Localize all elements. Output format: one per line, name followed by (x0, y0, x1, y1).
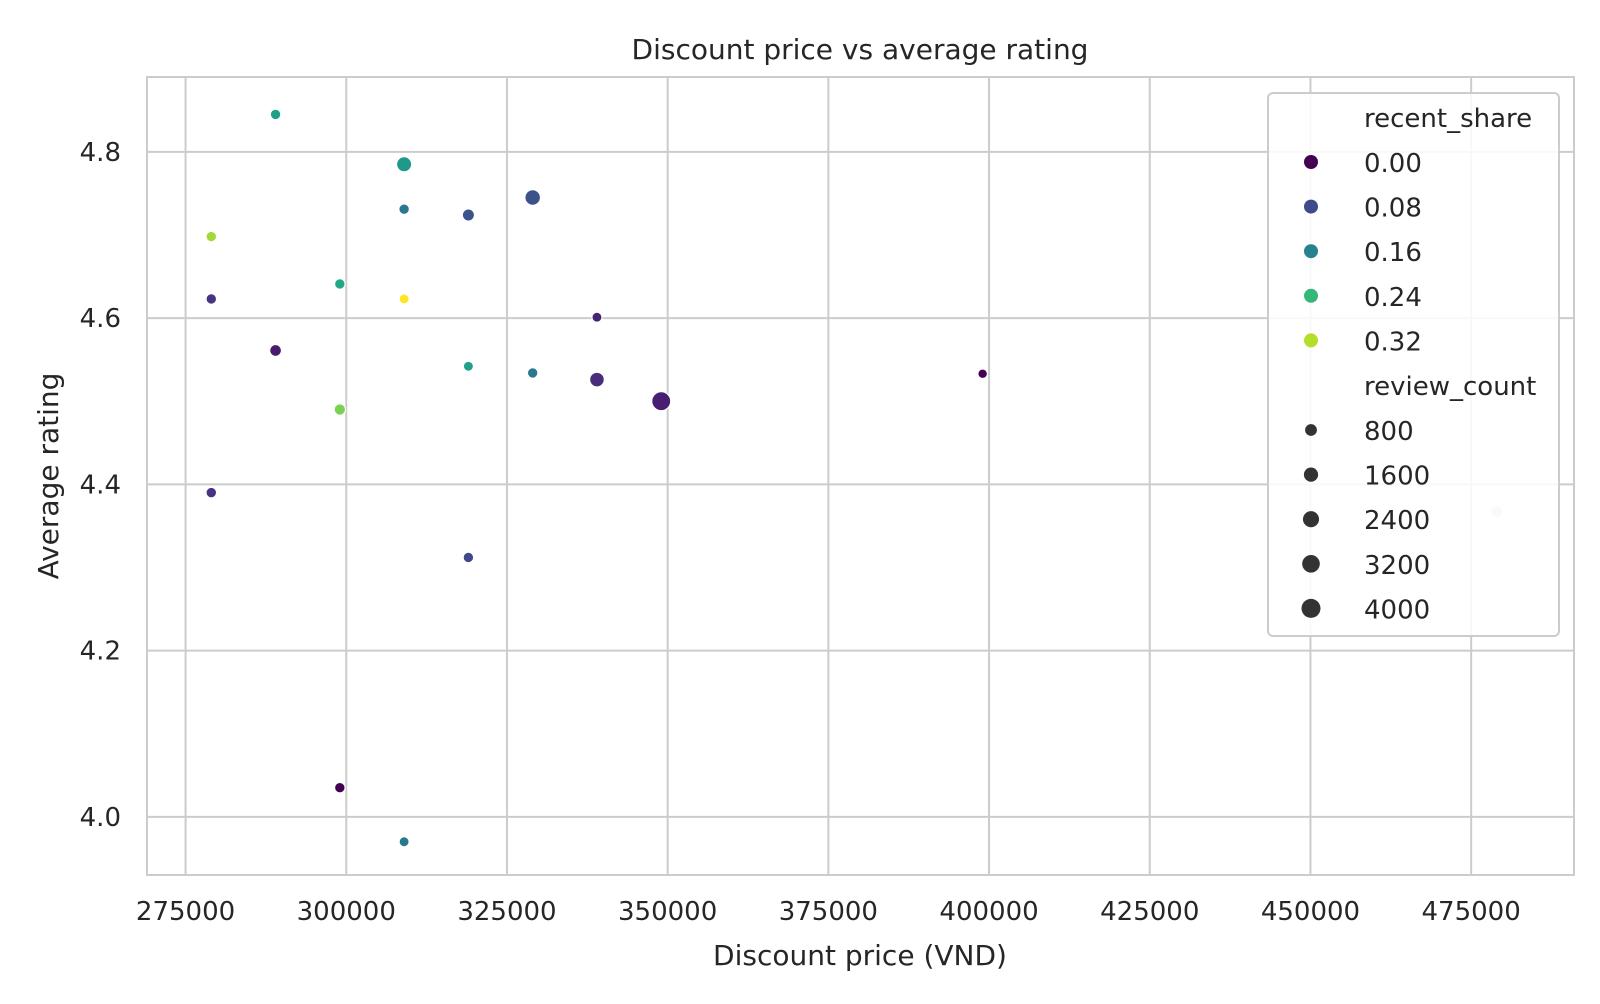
scatter-point (591, 311, 603, 323)
chart-title: Discount price vs average rating (632, 33, 1089, 66)
legend-hue-label: 0.00 (1364, 149, 1422, 179)
y-tick-label: 4.2 (80, 637, 121, 667)
legend-hue-title: recent_share (1364, 104, 1532, 134)
legend-size-label: 800 (1364, 417, 1414, 447)
x-tick-label: 325000 (457, 897, 556, 927)
y-tick-label: 4.0 (80, 803, 121, 833)
scatter-point (462, 551, 475, 564)
scatter-point (269, 343, 283, 357)
scatter-point (977, 368, 989, 380)
legend-hue-marker (1304, 288, 1318, 303)
legend-hue-label: 0.24 (1364, 283, 1422, 313)
scatter-point (461, 208, 476, 222)
x-tick-label: 350000 (618, 897, 717, 927)
scatter-point (205, 293, 218, 305)
legend-hue-label: 0.32 (1364, 327, 1422, 357)
scatter-point (333, 781, 346, 794)
x-tick-label: 475000 (1422, 897, 1521, 927)
x-tick-label: 425000 (1100, 897, 1199, 927)
legend-size-title: review_count (1364, 372, 1536, 402)
legend-size-marker (1302, 554, 1320, 573)
scatter-point (333, 403, 347, 416)
scatter-point (333, 278, 346, 290)
plot-frame (146, 76, 1575, 876)
scatter-point (462, 360, 475, 372)
scatter-point (205, 230, 218, 243)
legend: recent_share review_count 0.000.080.160.… (1267, 92, 1560, 637)
legend-size-marker (1302, 511, 1320, 528)
scatter-point (398, 203, 411, 216)
legend-size-marker (1301, 598, 1321, 618)
legend-hue-entries: 0.00 0.08 0.16 0.24 0.32 (1304, 149, 1422, 357)
legend-hue-marker (1304, 244, 1318, 259)
legend-hue-marker (1304, 333, 1318, 348)
scatter-point (588, 371, 605, 388)
legend-size-label: 1600 (1364, 462, 1430, 492)
scatter-point (269, 108, 282, 121)
x-tick-label: 375000 (779, 897, 878, 927)
legend-size-marker (1305, 424, 1317, 436)
y-tick-label: 4.8 (80, 138, 121, 168)
x-tick-label: 450000 (1261, 897, 1360, 927)
legend-size-label: 4000 (1364, 595, 1430, 625)
x-tick-label: 300000 (297, 897, 396, 927)
x-axis-label: Discount price (VND) (713, 939, 1007, 972)
y-tick-label: 4.6 (80, 304, 121, 334)
legend-hue-marker (1304, 155, 1318, 169)
y-axis-label: Average rating (32, 373, 65, 580)
x-tick-label: 275000 (136, 897, 235, 927)
legend-hue-marker (1304, 199, 1318, 214)
legend-box (1267, 92, 1560, 637)
legend-hue-label: 0.16 (1364, 238, 1422, 268)
x-tick-labels: 275000 300000 325000 350000 375000 400000 4250… (136, 897, 1521, 927)
legend-size-label: 2400 (1364, 506, 1430, 536)
y-tick-labels: 4.0 4.2 4.4 4.6 4.8 (80, 138, 121, 833)
legend-size-marker (1303, 467, 1319, 482)
x-tick-label: 400000 (939, 897, 1038, 927)
scatter-point (526, 367, 539, 379)
legend-size-label: 3200 (1364, 551, 1430, 581)
scatter-point (651, 391, 672, 412)
scatter-point (205, 486, 218, 499)
scatter-point (398, 293, 410, 305)
scatter-point (398, 836, 410, 848)
legend-hue-label: 0.08 (1364, 194, 1422, 224)
legend-size-entries: 800 1600 2400 3200 4000 (1301, 417, 1430, 625)
y-tick-label: 4.4 (80, 470, 121, 500)
scatter-point (395, 156, 413, 173)
scatter-point (524, 189, 542, 206)
